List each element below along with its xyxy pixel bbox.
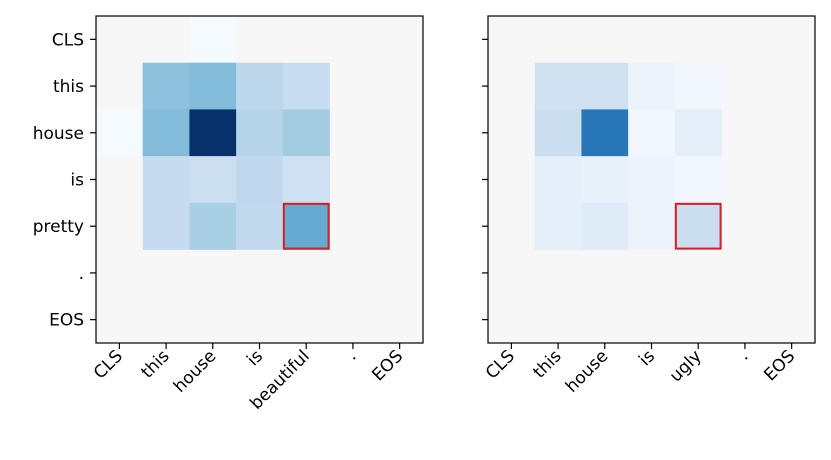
heatmap-cell-r1-c3: [236, 62, 284, 110]
heatmap-cell-r3-c4: [282, 156, 330, 204]
heatmap-cell-r4-c1: [142, 202, 190, 250]
y-tick-label-3: is: [70, 171, 84, 191]
y-tick-label-4: pretty: [33, 217, 84, 237]
x-tick-label-5: .: [734, 346, 752, 364]
x-tick-label-5: .: [342, 346, 360, 364]
heatmap-cell-r3-c4: [674, 156, 722, 204]
heatmap-cell-r3-c1: [534, 156, 582, 204]
y-tick-label-0: CLS: [52, 30, 84, 50]
heatmap-cell-r4-c4: [282, 202, 330, 250]
x-tick-label-1: this: [530, 346, 566, 382]
heatmap-cell-r1-c3: [628, 62, 676, 110]
heatmap-cell-r3-c3: [236, 156, 284, 204]
heatmap-cell-r3-c1: [142, 156, 190, 204]
heatmap-cell-r2-c3: [628, 109, 676, 157]
heatmap-cell-r2-c3: [236, 109, 284, 157]
heatmap-cell-r4-c3: [628, 202, 676, 250]
heatmap-cell-r2-c1: [142, 109, 190, 157]
heatmap-cell-r2-c4: [282, 109, 330, 157]
heatmap-cell-r2-c0: [96, 109, 144, 157]
heatmap-cell-r1-c2: [581, 62, 629, 110]
x-tick-label-3: is: [243, 346, 267, 370]
heatmap-cell-r1-c4: [674, 62, 722, 110]
x-tick-label-2: house: [562, 346, 612, 396]
highlight-box: [282, 202, 330, 250]
heatmap-cell-r4-c3: [236, 202, 284, 250]
y-tick-label-2: house: [33, 124, 84, 144]
y-tick-label-1: this: [53, 77, 84, 97]
heatmap-cell-r4-c2: [581, 202, 629, 250]
heatmap-cell-r4-c1: [534, 202, 582, 250]
heatmap-cell-r2-c4: [674, 109, 722, 157]
x-tick-label-6: EOS: [760, 346, 799, 385]
x-tick-label-0: CLS: [482, 346, 519, 383]
y-tick-label-5: .: [79, 264, 84, 284]
heatmap-cell-r3-c2: [581, 156, 629, 204]
heatmap-cell-r3-c3: [628, 156, 676, 204]
x-tick-label-2: house: [170, 346, 220, 396]
heatmap-cell-r0-c2: [189, 16, 237, 64]
x-tick-label-6: EOS: [368, 346, 407, 385]
heatmap-cell-r4-c4: [674, 202, 722, 250]
heatmap-cell-r3-c2: [189, 156, 237, 204]
heatmap-cell-r1-c2: [189, 62, 237, 110]
heatmap-cell-r1-c1: [534, 62, 582, 110]
heatmap-cell-r1-c1: [142, 62, 190, 110]
heatmap-cell-r1-c4: [282, 62, 330, 110]
y-tick-label-6: EOS: [49, 311, 84, 331]
heatmap-cell-r2-c1: [534, 109, 582, 157]
x-tick-label-4: ugly: [666, 346, 706, 386]
heatmap-cell-r4-c2: [189, 202, 237, 250]
x-tick-label-0: CLS: [90, 346, 127, 383]
heatmap-cell-r2-c2: [189, 109, 237, 157]
x-tick-label-1: this: [138, 346, 174, 382]
x-tick-label-3: is: [635, 346, 659, 370]
heatmap-cell-r2-c2: [581, 109, 629, 157]
highlight-box: [674, 202, 722, 250]
